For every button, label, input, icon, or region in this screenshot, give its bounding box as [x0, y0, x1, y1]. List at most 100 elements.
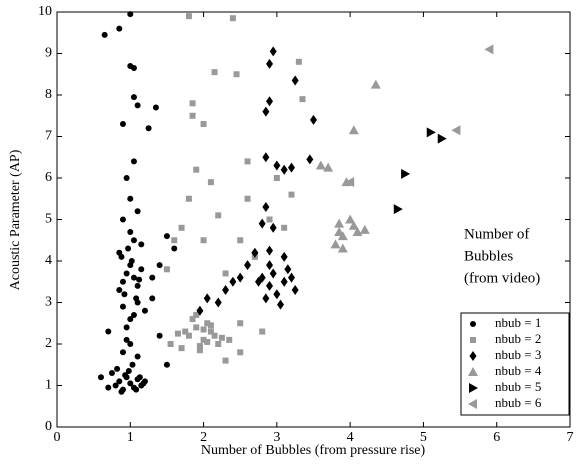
y-tick-label: 10	[38, 4, 52, 19]
y-tick-label: 4	[45, 253, 52, 268]
point	[337, 243, 348, 253]
point	[291, 75, 299, 86]
legend-marker	[469, 351, 477, 361]
point	[182, 328, 189, 335]
point	[280, 164, 288, 175]
point	[119, 216, 126, 223]
point	[189, 316, 196, 323]
point	[193, 324, 200, 331]
point	[138, 241, 145, 248]
point	[330, 239, 341, 249]
legend-label: nbub = 3	[495, 347, 541, 362]
point	[149, 274, 156, 281]
point	[323, 162, 334, 172]
y-tick-label: 5	[45, 212, 52, 227]
point	[266, 58, 274, 69]
point	[211, 332, 218, 339]
point	[189, 112, 196, 119]
point	[258, 218, 266, 229]
x-tick-label: 2	[200, 430, 207, 445]
point	[130, 237, 137, 244]
point	[193, 166, 200, 173]
point	[370, 79, 381, 89]
point	[119, 303, 126, 310]
legend-marker	[469, 383, 478, 393]
point	[348, 220, 359, 230]
point	[163, 361, 170, 368]
point	[259, 328, 266, 335]
point	[233, 71, 240, 78]
y-axis-label: Acoustic Parameter (AP)	[8, 149, 23, 290]
point	[280, 276, 288, 287]
point	[273, 160, 281, 171]
point	[222, 285, 230, 296]
legend-marker	[468, 367, 478, 376]
legend-title: Bubbles	[464, 248, 513, 264]
point	[127, 228, 134, 235]
point	[401, 168, 411, 179]
point	[236, 272, 244, 283]
point	[295, 58, 302, 65]
point	[262, 106, 270, 117]
y-tick-label: 0	[45, 419, 52, 434]
x-tick-label: 6	[493, 430, 500, 445]
point	[130, 274, 137, 281]
point	[269, 268, 277, 279]
point	[116, 249, 123, 256]
point	[114, 365, 121, 372]
point	[105, 384, 112, 391]
point	[262, 152, 270, 163]
point	[334, 218, 345, 228]
point	[101, 31, 108, 38]
point	[125, 245, 132, 252]
point	[134, 102, 141, 109]
point	[123, 270, 130, 277]
point	[127, 380, 134, 387]
legend-title: Number of	[464, 226, 529, 242]
legend-label: nbub = 6	[495, 395, 542, 410]
point	[122, 372, 129, 379]
point	[185, 332, 192, 339]
point	[134, 208, 141, 215]
point	[140, 380, 147, 387]
legend-marker	[468, 399, 477, 409]
point	[163, 233, 170, 240]
point	[200, 336, 207, 343]
point	[200, 237, 207, 244]
point	[214, 297, 222, 308]
point	[288, 191, 295, 198]
point	[134, 299, 141, 306]
point	[121, 291, 128, 298]
point	[185, 195, 192, 202]
point	[128, 258, 135, 264]
point	[345, 214, 356, 224]
point	[269, 222, 277, 233]
point	[207, 328, 214, 335]
point	[215, 341, 222, 347]
point	[393, 204, 403, 215]
point	[222, 357, 229, 364]
point	[306, 154, 314, 165]
point	[178, 224, 185, 231]
point	[119, 121, 126, 128]
point	[130, 158, 137, 165]
point	[284, 264, 292, 275]
point	[141, 307, 148, 314]
x-axis-label: Number of Bubbles (from pressure rise)	[201, 443, 426, 458]
point	[244, 195, 251, 202]
point	[152, 104, 159, 111]
legend-label: nbub = 2	[495, 331, 541, 346]
point	[200, 121, 207, 128]
point	[262, 293, 270, 304]
point	[266, 96, 274, 107]
point	[359, 224, 370, 234]
point	[127, 195, 134, 202]
point	[262, 202, 270, 213]
point	[97, 374, 104, 381]
point	[127, 11, 134, 18]
point	[348, 125, 359, 135]
point	[244, 158, 251, 165]
point	[310, 114, 317, 125]
point	[281, 224, 288, 231]
x-tick-label: 3	[273, 430, 280, 445]
